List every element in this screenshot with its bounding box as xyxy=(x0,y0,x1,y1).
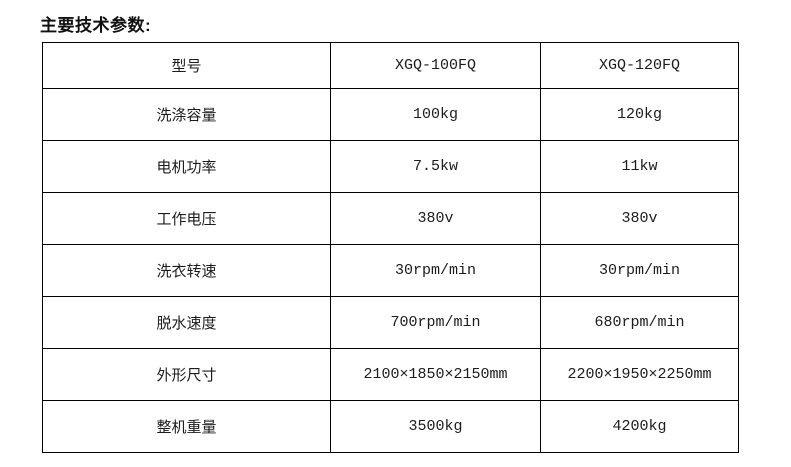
page-title: 主要技术参数: xyxy=(40,16,152,35)
param-name-cell: 洗涤容量 xyxy=(42,88,331,141)
table-header-row: 型号 XGQ-100FQ XGQ-120FQ xyxy=(42,42,739,89)
param-value-cell: 30rpm/min xyxy=(330,244,541,297)
param-value-cell: 2100×1850×2150mm xyxy=(330,348,541,401)
param-name-cell: 工作电压 xyxy=(42,192,331,245)
table-row: 洗衣转速 30rpm/min 30rpm/min xyxy=(42,244,739,297)
param-name-cell: 外形尺寸 xyxy=(42,348,331,401)
param-value-cell: XGQ-100FQ xyxy=(330,42,541,89)
param-name-cell: 整机重量 xyxy=(42,400,331,453)
param-value-cell: 680rpm/min xyxy=(540,296,739,349)
param-value-cell: 380v xyxy=(540,192,739,245)
table-row: 脱水速度 700rpm/min 680rpm/min xyxy=(42,296,739,349)
table-row: 工作电压 380v 380v xyxy=(42,192,739,245)
param-value-cell: 2200×1950×2250mm xyxy=(540,348,739,401)
param-value-cell: 120kg xyxy=(540,88,739,141)
param-value-cell: 30rpm/min xyxy=(540,244,739,297)
param-value-cell: 380v xyxy=(330,192,541,245)
param-name-cell: 洗衣转速 xyxy=(42,244,331,297)
param-value-cell: 4200kg xyxy=(540,400,739,453)
param-value-cell: 700rpm/min xyxy=(330,296,541,349)
param-name-cell: 电机功率 xyxy=(42,140,331,193)
table-row: 外形尺寸 2100×1850×2150mm 2200×1950×2250mm xyxy=(42,348,739,401)
table-row: 整机重量 3500kg 4200kg xyxy=(42,400,739,453)
spec-table: 型号 XGQ-100FQ XGQ-120FQ 洗涤容量 100kg 120kg … xyxy=(42,42,739,453)
param-value-cell: 7.5kw xyxy=(330,140,541,193)
param-value-cell: 100kg xyxy=(330,88,541,141)
param-value-cell: XGQ-120FQ xyxy=(540,42,739,89)
param-name-cell: 型号 xyxy=(42,42,331,89)
table-row: 电机功率 7.5kw 11kw xyxy=(42,140,739,193)
table-row: 洗涤容量 100kg 120kg xyxy=(42,88,739,141)
param-name-cell: 脱水速度 xyxy=(42,296,331,349)
param-value-cell: 11kw xyxy=(540,140,739,193)
param-value-cell: 3500kg xyxy=(330,400,541,453)
